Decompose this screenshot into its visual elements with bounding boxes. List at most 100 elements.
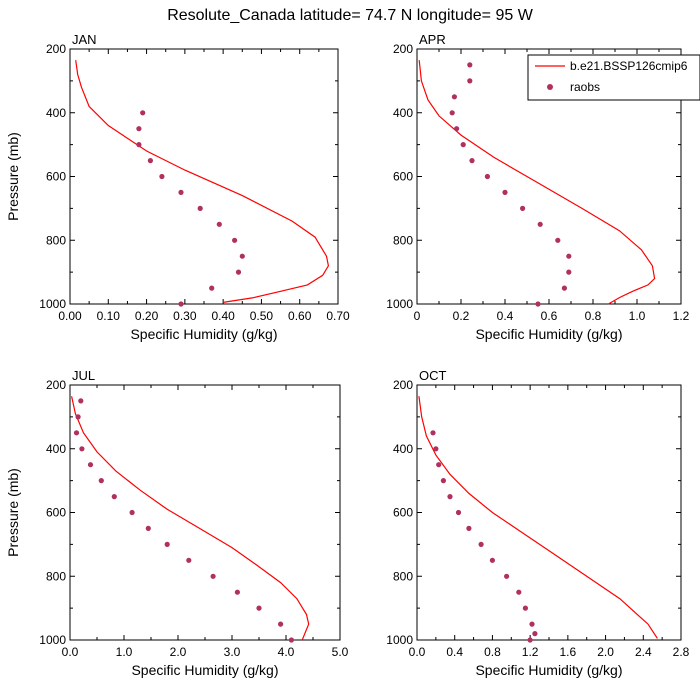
raobs-point (566, 253, 572, 259)
x-tick-label: 0.8 (585, 309, 602, 323)
x-axis-label: Specific Humidity (g/kg) (475, 326, 622, 342)
raobs-point (235, 269, 242, 275)
y-tick-label: 400 (46, 106, 66, 120)
x-tick-label: 2.0 (597, 645, 614, 659)
y-tick-label: 800 (46, 233, 66, 247)
raobs-point (239, 253, 245, 259)
raobs-point (502, 189, 508, 195)
raobs-point (210, 573, 216, 579)
raobs-point (216, 221, 222, 227)
raobs-point (440, 478, 446, 484)
raobs-point (467, 62, 473, 68)
x-tick-label: 1.2 (522, 645, 539, 659)
raobs-point (466, 525, 472, 532)
x-axis-label: Specific Humidity (g/kg) (475, 662, 622, 678)
y-tick-label: 800 (46, 569, 66, 583)
raobs-point (520, 205, 526, 211)
y-tick-label: 600 (393, 170, 413, 184)
raobs-point (430, 430, 436, 436)
y-tick-label: 1000 (386, 633, 413, 647)
model-profile-line (418, 60, 656, 305)
raobs-point (159, 173, 165, 180)
x-tick-label: 2.0 (170, 645, 187, 659)
x-tick-label: 1.0 (629, 309, 646, 323)
y-tick-label: 200 (46, 42, 66, 56)
x-tick-label: 1.0 (116, 645, 133, 659)
y-tick-label: 400 (393, 106, 413, 120)
y-tick-label: 600 (46, 506, 66, 520)
raobs-point (467, 78, 473, 84)
raobs-point (209, 285, 215, 291)
raobs-point (469, 158, 475, 164)
x-axis-label: Specific Humidity (g/kg) (131, 662, 278, 678)
x-tick-label: 0.00 (58, 309, 82, 323)
x-tick-label: 0.6 (541, 309, 558, 323)
y-axis-label: Pressure (mb) (5, 132, 21, 221)
raobs-point (79, 446, 85, 452)
raobs-point (535, 301, 541, 307)
model-profile-line (75, 60, 330, 303)
raobs-point (522, 605, 529, 611)
legend-obs-label: raobs (570, 80, 600, 94)
raobs-point (504, 573, 510, 579)
raobs-point (186, 557, 192, 563)
raobs-point (433, 446, 439, 452)
panel-title: APR (419, 32, 446, 47)
x-tick-label: 2.4 (635, 645, 652, 659)
raobs-point (537, 221, 543, 227)
x-tick-label: 0.70 (326, 309, 350, 323)
raobs-point (98, 478, 104, 484)
x-tick-label: 0.4 (497, 309, 514, 323)
y-tick-label: 600 (46, 170, 66, 184)
y-tick-label: 800 (393, 569, 413, 583)
raobs-point (478, 541, 484, 548)
raobs-point (256, 605, 262, 611)
raobs-point (73, 430, 80, 436)
panel-title: JUL (72, 368, 95, 383)
raobs-point (288, 637, 294, 643)
raobs-point (232, 237, 238, 243)
y-tick-label: 200 (393, 378, 413, 392)
plot-frame (69, 48, 339, 305)
raobs-point (447, 494, 453, 500)
raobs-point (129, 509, 135, 516)
y-tick-label: 200 (393, 42, 413, 56)
y-tick-label: 1000 (39, 297, 66, 311)
raobs-point (111, 494, 117, 500)
x-tick-label: 1.6 (560, 645, 577, 659)
raobs-point (460, 142, 466, 148)
model-profile-line (71, 396, 310, 641)
x-tick-label: 0.0 (62, 645, 79, 659)
x-tick-label: 0.4 (446, 645, 463, 659)
x-tick-label: 2.8 (673, 645, 690, 659)
x-tick-label: 5.0 (332, 645, 349, 659)
raobs-point (484, 173, 490, 180)
raobs-point (87, 462, 94, 468)
raobs-point (555, 237, 561, 243)
y-tick-label: 400 (393, 442, 413, 456)
x-tick-label: 0.10 (97, 309, 121, 323)
raobs-point (566, 269, 572, 275)
raobs-point (278, 621, 284, 627)
raobs-point (164, 541, 170, 548)
raobs-point (454, 126, 460, 132)
y-tick-label: 1000 (39, 633, 66, 647)
legend-model-label: b.e21.BSSP126cmip6 (570, 59, 688, 73)
raobs-point (436, 462, 442, 468)
raobs-point (516, 589, 522, 595)
raobs-point (178, 301, 184, 307)
raobs-point (75, 414, 81, 420)
raobs-point (489, 557, 495, 563)
raobs-point (78, 398, 84, 404)
y-tick-label: 1000 (386, 297, 413, 311)
raobs-point (449, 110, 455, 116)
x-tick-label: 0.60 (288, 309, 312, 323)
x-tick-label: 4.0 (278, 645, 295, 659)
x-tick-label: 3.0 (224, 645, 241, 659)
figure-title: Resolute_Canada latitude= 74.7 N longitu… (167, 7, 533, 24)
raobs-point (234, 589, 240, 595)
x-tick-label: 0.20 (135, 309, 159, 323)
raobs-point (561, 285, 568, 291)
y-axis-label: Pressure (mb) (5, 468, 21, 557)
